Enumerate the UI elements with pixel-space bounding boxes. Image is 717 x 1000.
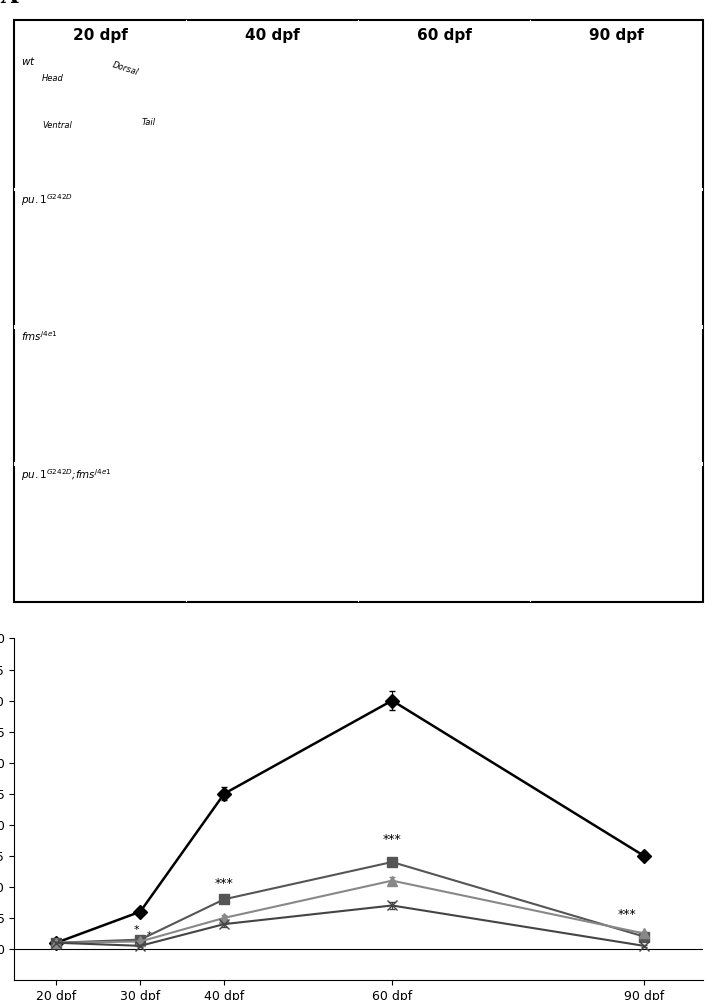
Text: $pu.1^{G242D}$: $pu.1^{G242D}$ <box>22 192 73 208</box>
Bar <box>530 20 531 602</box>
Text: ***: *** <box>618 908 637 921</box>
Text: 90 dpf: 90 dpf <box>589 28 644 43</box>
Text: Head: Head <box>42 74 64 83</box>
Text: Dorsal: Dorsal <box>110 60 139 77</box>
Text: $pu.1^{G242D}$;$fms^{j4e1}$: $pu.1^{G242D}$;$fms^{j4e1}$ <box>22 467 112 483</box>
Bar <box>187 465 358 601</box>
Bar <box>359 190 530 326</box>
Bar <box>359 465 530 601</box>
Bar <box>531 53 702 189</box>
Text: Ventral: Ventral <box>42 121 72 130</box>
Text: *: * <box>146 931 151 941</box>
Bar <box>359 53 530 189</box>
Bar <box>187 190 358 326</box>
FancyBboxPatch shape <box>14 20 703 602</box>
Bar <box>14 188 703 191</box>
Bar <box>15 53 186 189</box>
Bar <box>531 327 702 464</box>
Text: A: A <box>1 0 18 8</box>
Bar <box>186 20 187 602</box>
Bar <box>14 325 703 329</box>
Text: 60 dpf: 60 dpf <box>417 28 472 43</box>
Bar <box>531 190 702 326</box>
Bar <box>358 20 359 602</box>
Text: ***: *** <box>383 833 402 846</box>
Text: 20 dpf: 20 dpf <box>73 28 128 43</box>
Text: *: * <box>133 925 139 935</box>
Text: 40 dpf: 40 dpf <box>245 28 300 43</box>
Bar <box>15 327 186 464</box>
Bar <box>531 465 702 601</box>
Bar <box>15 190 186 326</box>
Bar <box>187 327 358 464</box>
Text: ***: *** <box>215 877 234 890</box>
Text: Tail: Tail <box>142 118 156 127</box>
Text: $wt$: $wt$ <box>22 55 36 67</box>
Bar <box>187 53 358 189</box>
Bar <box>359 327 530 464</box>
Text: $fms^{j4e1}$: $fms^{j4e1}$ <box>22 330 58 343</box>
Bar <box>14 462 703 466</box>
Bar <box>15 465 186 601</box>
